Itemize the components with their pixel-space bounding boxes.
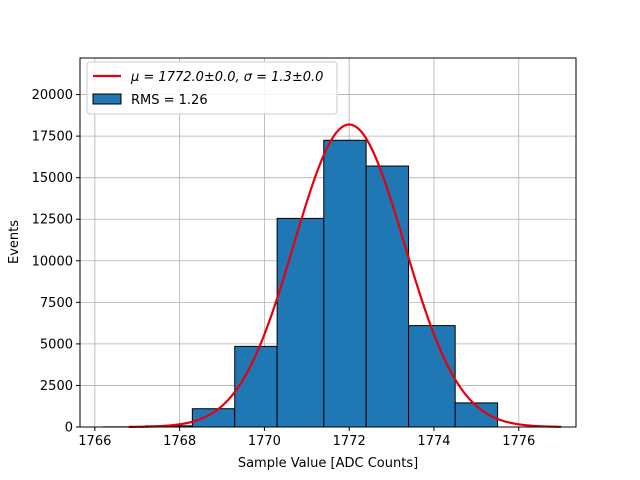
plot-area-frame <box>79 57 577 428</box>
x-axis-label: Sample Value [ADC Counts] <box>238 456 418 471</box>
x-tick-label: 1776 <box>502 434 535 449</box>
y-tick-label: 15000 <box>32 171 73 186</box>
y-tick-label: 10000 <box>32 254 73 269</box>
legend-bar-swatch <box>92 93 122 105</box>
legend-box <box>86 61 338 115</box>
histogram-bar <box>234 345 278 428</box>
y-tick-label: 5000 <box>40 337 73 352</box>
y-tick-label: 20000 <box>32 88 73 103</box>
legend: μ = 1772.0±0.0, σ = 1.3±0.0 RMS = 1.26 <box>86 61 338 115</box>
y-tick-label: 0 <box>65 421 73 436</box>
y-axis-ticks: 0 2500 5000 7500 10000 12500 15000 17500 20000 <box>32 88 80 436</box>
histogram-bars <box>102 139 499 428</box>
x-tick-label: 1766 <box>78 434 111 449</box>
y-axis-label: Events <box>7 220 22 264</box>
x-tick-label: 1770 <box>248 434 281 449</box>
histogram-bar <box>323 139 367 428</box>
histogram-bar <box>408 325 456 428</box>
x-tick-label: 1772 <box>333 434 366 449</box>
legend-bar-label: RMS = 1.26 <box>131 93 208 108</box>
y-tick-label: 17500 <box>32 130 73 145</box>
gaussian-fit-curve <box>128 123 562 428</box>
y-tick-label: 7500 <box>40 296 73 311</box>
x-tick-label: 1774 <box>417 434 450 449</box>
y-tick-label: 2500 <box>40 379 73 394</box>
y-tick-label: 12500 <box>32 213 73 228</box>
x-axis-ticks: 1766 1768 1770 1772 1774 1776 <box>78 427 535 449</box>
x-tick-label: 1768 <box>163 434 196 449</box>
histogram-bar <box>276 217 325 428</box>
histogram-bar <box>365 165 410 428</box>
legend-fit-label: μ = 1772.0±0.0, σ = 1.3±0.0 <box>130 70 323 85</box>
